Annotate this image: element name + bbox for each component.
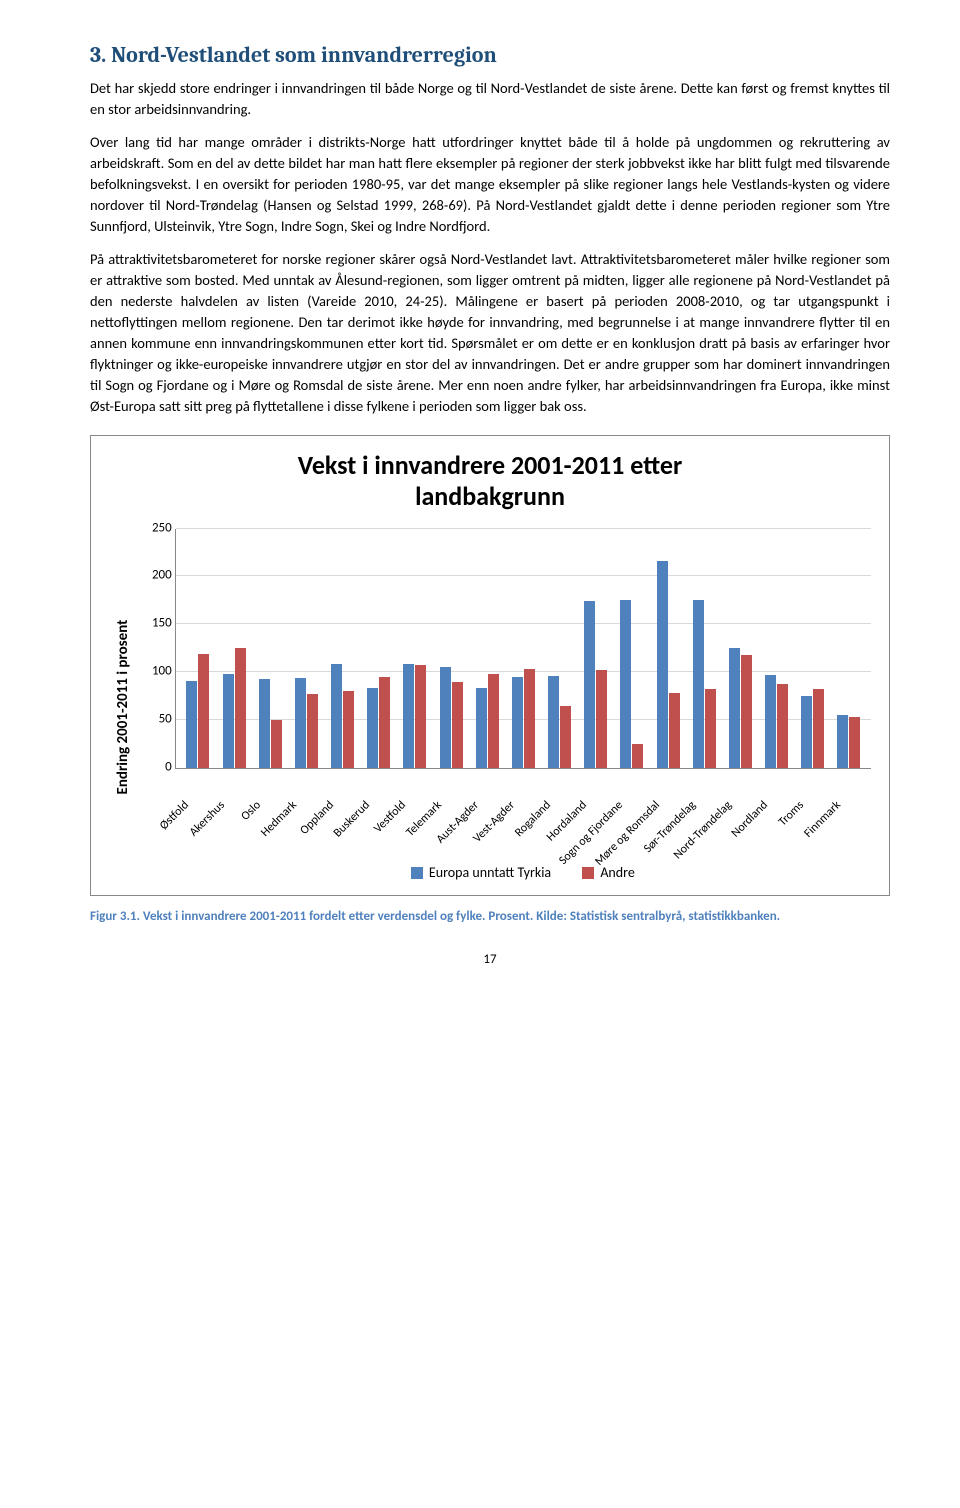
bar-europa xyxy=(837,715,848,768)
bar-andre xyxy=(777,684,788,768)
bar-europa xyxy=(620,600,631,768)
bar-europa xyxy=(186,681,197,767)
paragraph: Det har skjedd store endringer i innvand… xyxy=(90,78,890,120)
bar-group xyxy=(433,667,469,768)
bar-group xyxy=(650,561,686,767)
bar-group xyxy=(288,678,324,767)
bar-europa xyxy=(693,600,704,767)
bar-europa xyxy=(367,688,378,768)
x-axis-labels: ØstfoldAkershusOsloHedmarkOpplandBuskeru… xyxy=(175,769,871,859)
bar-andre xyxy=(524,669,535,768)
bar-europa xyxy=(223,674,234,767)
bar-andre xyxy=(307,694,318,768)
bar-group xyxy=(216,648,252,768)
bar-europa xyxy=(331,664,342,768)
gridline xyxy=(176,575,871,576)
bar-group xyxy=(324,664,360,768)
bar-group xyxy=(722,648,758,768)
bar-europa xyxy=(440,667,451,768)
paragraph: Over lang tid har mange områder i distri… xyxy=(90,132,890,237)
chart-title: Vekst i innvandrere 2001-2011 etter land… xyxy=(109,450,871,512)
y-tick-label: 250 xyxy=(142,519,172,538)
bar-group xyxy=(397,664,433,768)
bar-europa xyxy=(512,677,523,767)
bar-andre xyxy=(669,693,680,768)
bar-group xyxy=(541,676,577,767)
bar-group xyxy=(831,715,867,768)
bar-group xyxy=(578,601,614,767)
bar-andre xyxy=(813,689,824,768)
bar-group xyxy=(180,654,216,767)
paragraph: På attraktivitetsbarometeret for norske … xyxy=(90,249,890,417)
bar-europa xyxy=(584,601,595,767)
figure-caption: Figur 3.1. Vekst i innvandrere 2001-2011… xyxy=(90,908,890,926)
bar-europa xyxy=(765,675,776,767)
bar-group xyxy=(795,689,831,768)
plot: 050100150200250 xyxy=(175,529,871,769)
y-tick-label: 0 xyxy=(142,758,172,777)
bar-europa xyxy=(548,676,559,767)
bar-group xyxy=(361,677,397,767)
section-heading: 3. Nord-Vestlandet som innvandrerregion xyxy=(90,40,890,72)
gridline xyxy=(176,528,871,529)
bar-europa xyxy=(657,561,668,767)
y-tick-label: 50 xyxy=(142,710,172,729)
bar-europa xyxy=(259,679,270,767)
bar-andre xyxy=(741,655,752,767)
bar-europa xyxy=(729,648,740,768)
bar-andre xyxy=(849,717,860,768)
bar-europa xyxy=(476,688,487,768)
y-axis-label: Endring 2001-2011 i prosent xyxy=(109,529,139,885)
page-number: 17 xyxy=(90,951,890,970)
bar-andre xyxy=(705,689,716,768)
chart-title-line1: Vekst i innvandrere 2001-2011 etter xyxy=(298,449,682,481)
plot-wrap: 050100150200250 ØstfoldAkershusOsloHedma… xyxy=(175,529,871,885)
chart-area: Endring 2001-2011 i prosent 050100150200… xyxy=(109,529,871,885)
bar-andre xyxy=(379,677,390,767)
bar-group xyxy=(505,669,541,768)
bar-group xyxy=(469,674,505,767)
bar-group xyxy=(759,675,795,767)
bar-group xyxy=(614,600,650,768)
chart-title-line2: landbakgrunn xyxy=(415,480,565,512)
bar-andre xyxy=(343,691,354,768)
y-tick-label: 100 xyxy=(142,662,172,681)
chart-container: Vekst i innvandrere 2001-2011 etter land… xyxy=(90,435,890,896)
y-tick-label: 200 xyxy=(142,567,172,586)
bar-europa xyxy=(403,664,414,768)
bar-andre xyxy=(198,654,209,767)
bar-andre xyxy=(596,670,607,768)
bar-group xyxy=(686,600,722,767)
bar-andre xyxy=(235,648,246,768)
bar-andre xyxy=(560,706,571,767)
bar-andre xyxy=(632,744,643,768)
gridline xyxy=(176,623,871,624)
bar-andre xyxy=(452,682,463,767)
bar-andre xyxy=(415,665,426,768)
bar-europa xyxy=(801,696,812,768)
bar-europa xyxy=(295,678,306,767)
bar-andre xyxy=(488,674,499,767)
bar-andre xyxy=(271,720,282,767)
y-tick-label: 150 xyxy=(142,615,172,634)
bar-group xyxy=(252,679,288,767)
